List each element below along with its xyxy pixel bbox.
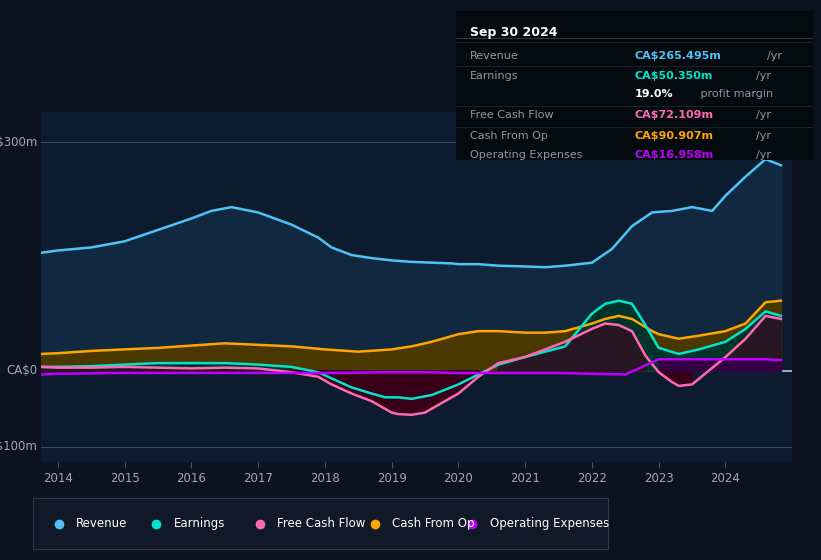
Text: CA$16.958m: CA$16.958m	[635, 150, 713, 160]
Text: /yr: /yr	[755, 110, 771, 120]
Text: CA$72.109m: CA$72.109m	[635, 110, 713, 120]
Text: Operating Expenses: Operating Expenses	[470, 150, 582, 160]
Text: CA$50.350m: CA$50.350m	[635, 72, 713, 82]
Text: -CA$100m: -CA$100m	[0, 440, 37, 453]
Text: /yr: /yr	[755, 131, 771, 141]
Text: /yr: /yr	[768, 51, 782, 60]
Text: Revenue: Revenue	[470, 51, 519, 60]
Text: CA$90.907m: CA$90.907m	[635, 131, 713, 141]
Text: Cash From Op: Cash From Op	[392, 517, 475, 530]
Text: CA$300m: CA$300m	[0, 136, 37, 149]
Text: Operating Expenses: Operating Expenses	[490, 517, 609, 530]
Text: Cash From Op: Cash From Op	[470, 131, 548, 141]
Text: /yr: /yr	[755, 150, 771, 160]
Text: Sep 30 2024: Sep 30 2024	[470, 26, 557, 39]
Text: Revenue: Revenue	[76, 517, 127, 530]
Text: Free Cash Flow: Free Cash Flow	[470, 110, 553, 120]
Text: CA$265.495m: CA$265.495m	[635, 51, 721, 60]
Text: Earnings: Earnings	[470, 72, 518, 82]
Text: 19.0%: 19.0%	[635, 89, 673, 99]
Text: Free Cash Flow: Free Cash Flow	[277, 517, 365, 530]
Text: /yr: /yr	[755, 72, 771, 82]
Text: profit margin: profit margin	[697, 89, 773, 99]
Text: CA$0: CA$0	[7, 364, 37, 377]
Text: Earnings: Earnings	[174, 517, 225, 530]
